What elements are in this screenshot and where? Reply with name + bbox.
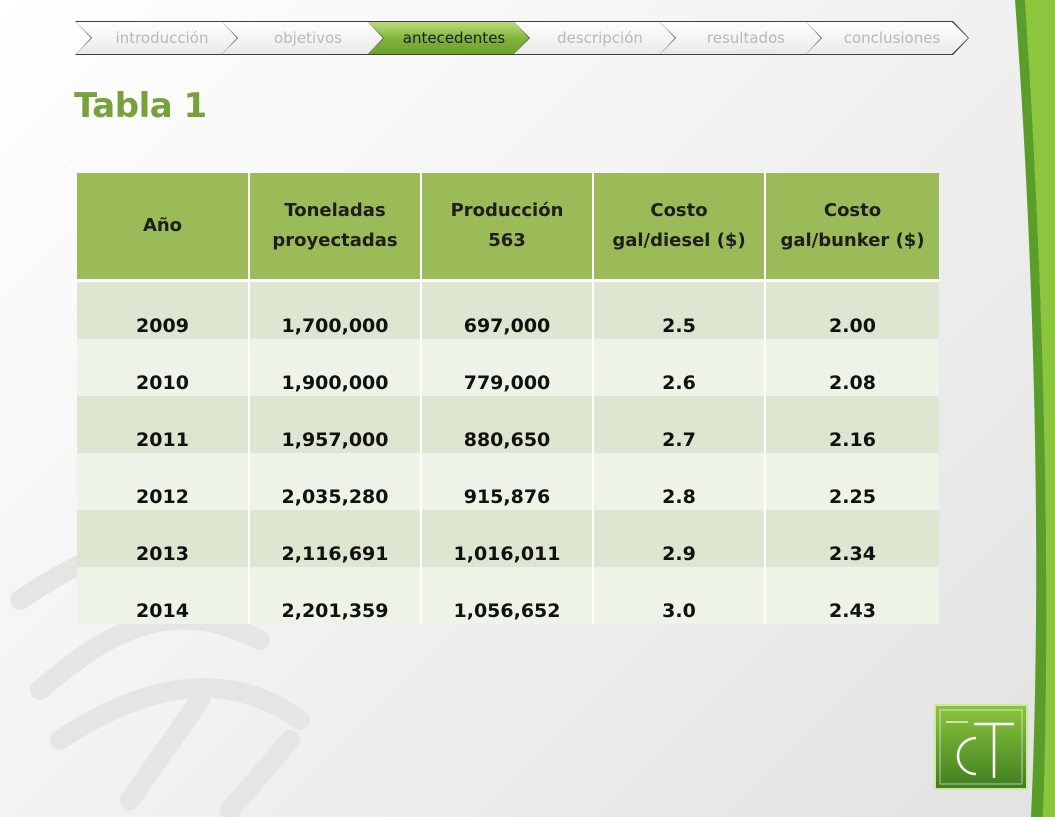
table-cell: 2.00	[764, 280, 939, 339]
breadcrumb-item-label: objetivos	[273, 29, 342, 47]
table-cell: 2.16	[764, 396, 939, 453]
table-cell: 2010	[77, 339, 249, 396]
table-cell: 2009	[77, 280, 249, 339]
table-cell: 2,116,691	[248, 510, 421, 567]
table-cell: 2.7	[592, 396, 765, 453]
table-cell: 2.9	[592, 510, 765, 567]
corner-leaf-decoration	[1015, 0, 1055, 817]
data-table: Año Toneladas proyectadas Producción 563 Cost…	[77, 173, 939, 624]
breadcrumb-item-4[interactable]: resultados	[660, 22, 822, 54]
column-header-line: gal/bunker ($)	[780, 230, 925, 251]
table-cell: 697,000	[420, 280, 593, 339]
column-header: Año	[77, 173, 249, 282]
table-cell: 1,700,000	[248, 280, 421, 339]
table-cell: 2.43	[764, 567, 939, 624]
column-header-line: gal/diesel ($)	[612, 230, 746, 251]
column-header: Costo gal/bunker ($)	[764, 173, 939, 282]
table-row: 2014 2,201,359 1,056,652 3.0 2.43	[77, 567, 939, 624]
ct-logo-icon	[934, 704, 1028, 790]
column-header-line: Costo	[650, 200, 708, 221]
breadcrumb-item-label: conclusiones	[843, 29, 941, 47]
breadcrumb-item-label: resultados	[706, 29, 786, 47]
breadcrumb-item-label: antecedentes	[402, 29, 506, 47]
column-header-line: 563	[488, 230, 526, 251]
column-header-line: Producción	[450, 200, 564, 221]
column-header: Costo gal/diesel ($)	[592, 173, 765, 282]
table-row: 2010 1,900,000 779,000 2.6 2.08	[77, 339, 939, 396]
table-cell: 915,876	[420, 453, 593, 510]
table-header-row: Año Toneladas proyectadas Producción 563 Cost…	[77, 173, 939, 282]
table-cell: 2,035,280	[248, 453, 421, 510]
table-cell: 1,900,000	[248, 339, 421, 396]
table-row: 2013 2,116,691 1,016,011 2.9 2.34	[77, 510, 939, 567]
table-row: 2011 1,957,000 880,650 2.7 2.16	[77, 396, 939, 453]
table-cell: 2.5	[592, 280, 765, 339]
column-header-line: proyectadas	[272, 230, 398, 251]
column-header-line: Año	[142, 215, 183, 236]
table-cell: 2011	[77, 396, 249, 453]
column-header: Producción 563	[420, 173, 593, 282]
table-cell: 1,056,652	[420, 567, 593, 624]
table-cell: 2.08	[764, 339, 939, 396]
table-cell: 2.25	[764, 453, 939, 510]
breadcrumb-item-label: descripción	[557, 29, 643, 47]
breadcrumb-item-0[interactable]: introducción	[76, 22, 238, 54]
table-cell: 3.0	[592, 567, 765, 624]
table-cell: 2012	[77, 453, 249, 510]
breadcrumb: introducción objetivos antecedentes descrip…	[76, 22, 968, 54]
table-cell: 1,016,011	[420, 510, 593, 567]
table-cell: 2,201,359	[248, 567, 421, 624]
breadcrumb-item-label: introducción	[115, 29, 209, 47]
breadcrumb-item-1[interactable]: objetivos	[222, 22, 384, 54]
table-cell: 2014	[77, 567, 249, 624]
page-title: Tabla 1	[74, 86, 207, 126]
table-cell: 2.6	[592, 339, 765, 396]
breadcrumb-item-3[interactable]: descripción	[514, 22, 676, 54]
breadcrumb-item-2[interactable]: antecedentes	[368, 22, 530, 54]
column-header-line: Toneladas	[284, 200, 386, 221]
breadcrumb-item-5[interactable]: conclusiones	[806, 22, 968, 54]
table-cell: 2.34	[764, 510, 939, 567]
table-cell: 880,650	[420, 396, 593, 453]
table-row: 2009 1,700,000 697,000 2.5 2.00	[77, 280, 939, 339]
table-cell: 2013	[77, 510, 249, 567]
column-header: Toneladas proyectadas	[248, 173, 421, 282]
table-cell: 2.8	[592, 453, 765, 510]
table-cell: 779,000	[420, 339, 593, 396]
table-cell: 1,957,000	[248, 396, 421, 453]
table-row: 2012 2,035,280 915,876 2.8 2.25	[77, 453, 939, 510]
column-header-line: Costo	[823, 200, 882, 221]
